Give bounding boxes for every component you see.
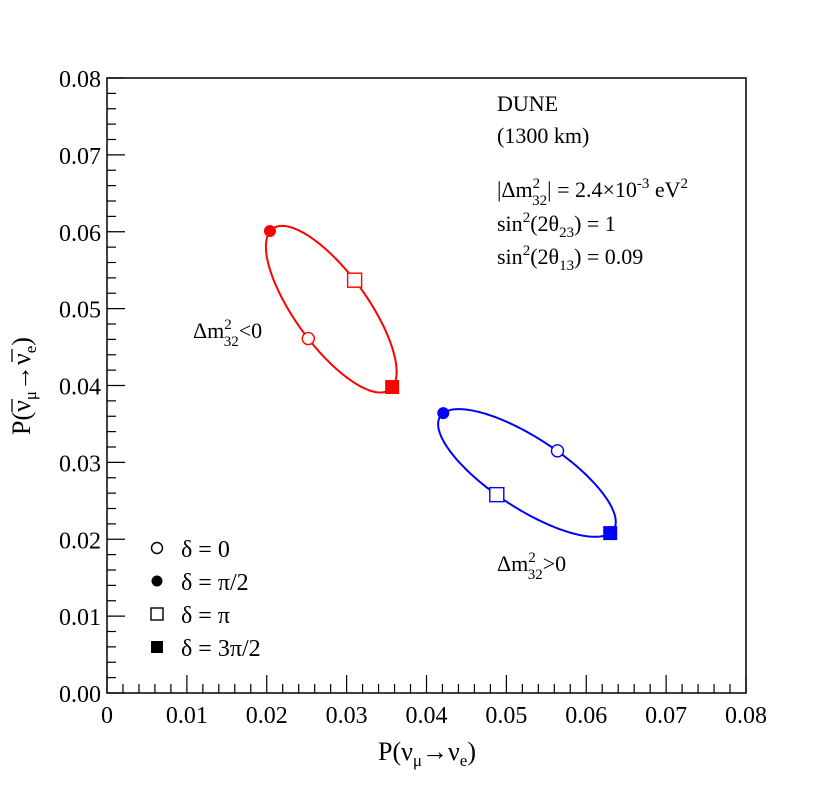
point-inverted-filled-square — [385, 380, 400, 395]
y-tick-label: 0.05 — [59, 298, 101, 324]
x-tick-labels: 0 0.01 0.02 0.03 0.04 0.05 0.06 0.07 0.08 — [101, 703, 767, 729]
legend-item-delta-3pi-half: δ = 3π/2 — [151, 636, 261, 662]
plot-frame — [106, 77, 747, 694]
legend-marker-filled-circle — [151, 575, 163, 587]
x-tick-label: 0.06 — [565, 703, 607, 729]
x-tick-label: 0 — [101, 703, 113, 729]
legend-marker-filled-square — [151, 641, 163, 653]
y-tick-label: 0.06 — [59, 221, 101, 247]
info-theta23: sin2(2θ23) = 1 — [497, 210, 616, 241]
y-tick-label: 0.08 — [59, 67, 101, 93]
info-baseline: (1300 km) — [497, 123, 589, 148]
info-experiment: DUNE — [497, 91, 558, 116]
axis-ticks — [106, 77, 747, 694]
curve-normal — [437, 408, 617, 538]
legend-label-delta-pi-half: δ = π/2 — [181, 570, 249, 596]
legend-label-delta-0: δ = 0 — [181, 537, 230, 563]
point-normal-open-square — [489, 486, 505, 503]
data-points — [263, 224, 618, 541]
legend-marker-open-circle — [150, 541, 164, 555]
x-tick-label: 0.05 — [485, 703, 527, 729]
legend-item-delta-pi: δ = π — [150, 603, 230, 629]
series-label-inverted: Δm2 32<0 — [193, 317, 262, 350]
x-tick-label: 0.04 — [406, 703, 448, 729]
x-tick-label: 0.07 — [645, 703, 687, 729]
y-tick-labels: 0.00 0.01 0.02 0.03 0.04 0.05 0.06 0.07 0.08 — [59, 67, 101, 708]
legend-item-delta-pi-half: δ = π/2 — [151, 570, 249, 596]
legend: δ = 0 δ = π/2 δ = π δ = 3π/2 — [150, 537, 261, 662]
x-tick-label: 0.03 — [326, 703, 368, 729]
point-normal-open-circle — [550, 444, 565, 458]
y-axis-label-group: P(νμ→νe) — [7, 337, 40, 435]
info-box: DUNE (1300 km) |Δm2 32| = 2.4×10-3 eV2 si… — [497, 91, 688, 274]
point-inverted-open-square — [346, 272, 363, 288]
info-theta13: sin2(2θ13) = 0.09 — [497, 243, 643, 274]
curve-inverted — [264, 224, 398, 394]
y-axis-label: P(νμ→νe) — [7, 337, 40, 435]
point-normal-filled-circle — [437, 407, 450, 420]
legend-marker-open-square — [150, 607, 164, 621]
y-tick-label: 0.02 — [59, 528, 101, 554]
y-tick-label: 0.07 — [59, 144, 101, 170]
point-inverted-filled-circle — [263, 224, 276, 237]
x-tick-label: 0.02 — [246, 703, 288, 729]
x-axis-label: P(νμ→νe) — [378, 737, 476, 770]
series-label-normal: Δm2 32>0 — [497, 550, 566, 583]
y-tick-label: 0.03 — [59, 451, 101, 477]
point-normal-filled-square — [603, 526, 618, 541]
x-tick-label: 0.01 — [166, 703, 208, 729]
y-tick-label: 0.01 — [59, 605, 101, 631]
info-dm32: |Δm2 32| = 2.4×10-3 eV2 — [497, 176, 688, 209]
legend-label-delta-3pi-half: δ = 3π/2 — [181, 636, 261, 662]
y-tick-label: 0.00 — [59, 682, 101, 708]
y-tick-label: 0.04 — [59, 375, 101, 401]
legend-label-delta-pi: δ = π — [181, 603, 230, 629]
legend-item-delta-0: δ = 0 — [150, 537, 230, 563]
point-inverted-open-circle — [301, 331, 315, 346]
x-tick-label: 0.08 — [725, 703, 767, 729]
